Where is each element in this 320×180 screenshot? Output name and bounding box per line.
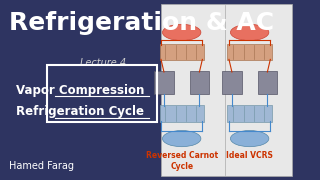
Ellipse shape [230,130,269,147]
FancyBboxPatch shape [160,105,204,122]
Text: Refrigeration & AC: Refrigeration & AC [9,11,274,35]
FancyBboxPatch shape [161,4,292,176]
FancyBboxPatch shape [160,44,204,60]
Ellipse shape [163,130,201,147]
FancyBboxPatch shape [190,71,209,94]
Text: Vapor Compression: Vapor Compression [16,84,144,96]
FancyBboxPatch shape [228,105,272,122]
FancyBboxPatch shape [154,71,174,94]
Text: Cycle: Cycle [170,162,193,171]
FancyBboxPatch shape [258,71,277,94]
Text: Reversed Carnot: Reversed Carnot [146,151,218,160]
Ellipse shape [230,24,269,40]
Text: Ideal VCRS: Ideal VCRS [226,151,273,160]
FancyBboxPatch shape [228,44,272,60]
Text: Hamed Farag: Hamed Farag [9,161,74,171]
Text: Refrigeration Cycle: Refrigeration Cycle [16,105,144,118]
Text: Lecture 4: Lecture 4 [80,58,126,68]
Ellipse shape [163,24,201,40]
FancyBboxPatch shape [222,71,242,94]
